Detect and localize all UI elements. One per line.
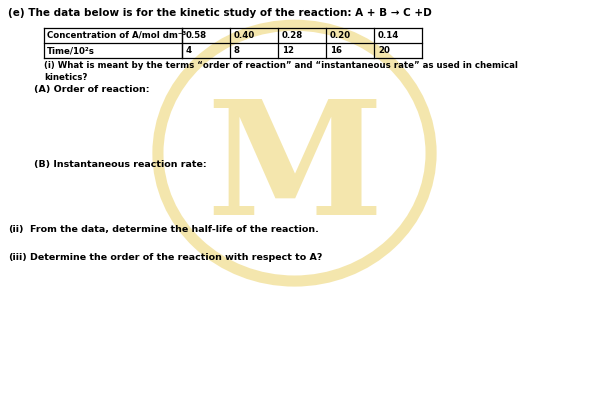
Text: (e) The data below is for the kinetic study of the reaction: A + B → C +D: (e) The data below is for the kinetic st… <box>8 8 432 18</box>
Text: 12: 12 <box>282 46 294 55</box>
Text: M: M <box>206 94 383 248</box>
Text: 0.28: 0.28 <box>282 31 303 40</box>
Text: 0.20: 0.20 <box>330 31 351 40</box>
Text: 8: 8 <box>234 46 240 55</box>
Text: (iii): (iii) <box>8 253 27 262</box>
Text: 4: 4 <box>186 46 192 55</box>
Text: (A) Order of reaction:: (A) Order of reaction: <box>34 85 150 94</box>
Text: Concentration of A/mol dm⁻³: Concentration of A/mol dm⁻³ <box>47 31 186 40</box>
Text: (ii): (ii) <box>8 225 24 234</box>
Text: (B) Instantaneous reaction rate:: (B) Instantaneous reaction rate: <box>34 160 207 169</box>
Text: 0.40: 0.40 <box>234 31 255 40</box>
Text: (i) What is meant by the terms “order of reaction” and “instantaneous rate” as u: (i) What is meant by the terms “order of… <box>44 61 518 82</box>
Text: 20: 20 <box>378 46 390 55</box>
Text: From the data, determine the half-life of the reaction.: From the data, determine the half-life o… <box>30 225 319 234</box>
Text: 0.14: 0.14 <box>378 31 399 40</box>
Text: Time/10²s: Time/10²s <box>47 46 95 55</box>
Text: 16: 16 <box>330 46 342 55</box>
Text: 0.58: 0.58 <box>186 31 207 40</box>
Text: Determine the order of the reaction with respect to A?: Determine the order of the reaction with… <box>30 253 322 262</box>
